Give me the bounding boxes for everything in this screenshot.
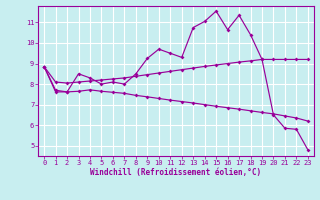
X-axis label: Windchill (Refroidissement éolien,°C): Windchill (Refroidissement éolien,°C) xyxy=(91,168,261,177)
